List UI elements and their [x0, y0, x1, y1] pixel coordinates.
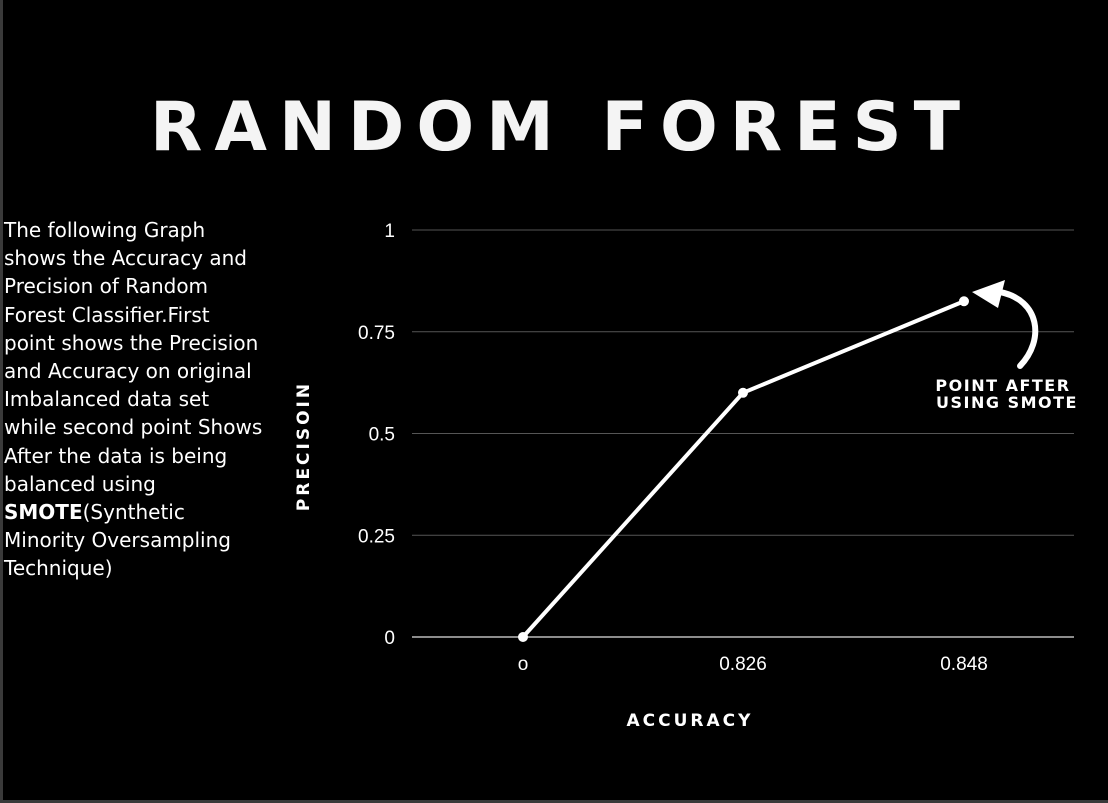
description-text: The following Graph shows the Accuracy a… [4, 216, 266, 583]
y-tick-labels: 0 0.25 0.5 0.75 1 [358, 221, 395, 649]
y-tick-label: 1 [384, 221, 395, 242]
y-tick-label: 0.5 [369, 425, 395, 446]
description-bold: SMOTE [4, 500, 83, 525]
annotation: POINT AFTER USING SMOTE [935, 280, 1078, 412]
x-tick-label: o [518, 654, 529, 675]
description-after: (Synthetic Minority Oversampling Techniq… [4, 500, 231, 581]
y-tick-label: 0.75 [358, 323, 395, 344]
frame-bottom-border [0, 800, 1108, 803]
y-tick-label: 0 [384, 628, 395, 649]
y-tick-label: 0.25 [358, 526, 395, 547]
annotation-arrowhead-icon [972, 280, 1005, 308]
x-tick-label: 0.826 [719, 654, 767, 675]
data-point [738, 387, 748, 398]
annotation-line-2: USING SMOTE [936, 393, 1078, 412]
frame-left-border [0, 0, 3, 803]
data-points [518, 296, 969, 642]
annotation-arrow-icon [997, 289, 1039, 369]
x-axis-title: ACCURACY [627, 711, 754, 731]
y-axis-title: PRECISOIN [294, 381, 314, 511]
data-point [959, 296, 969, 307]
x-tick-labels: o 0.826 0.848 [518, 654, 988, 675]
page-title: RANDOM FOREST [150, 88, 972, 167]
description-before: The following Graph shows the Accuracy a… [4, 218, 263, 496]
x-tick-label: 0.848 [940, 654, 988, 675]
data-point [518, 632, 528, 642]
annotation-line-1: POINT AFTER [935, 376, 1070, 395]
series-line [521, 299, 965, 639]
